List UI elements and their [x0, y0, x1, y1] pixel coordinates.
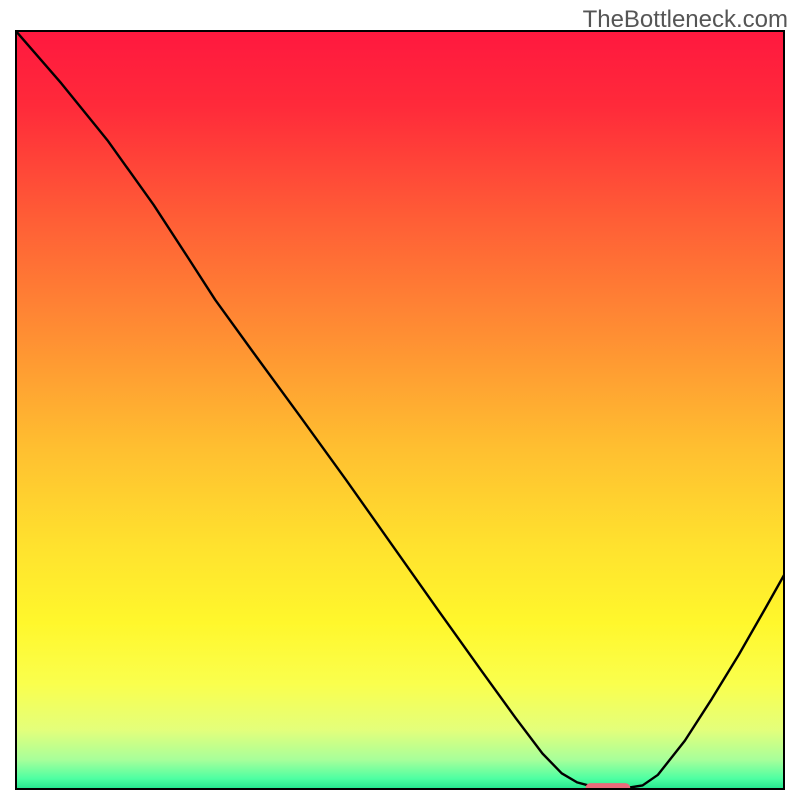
chart-gradient-background [15, 30, 785, 790]
chart-plot-area [15, 30, 785, 790]
chart-inner [15, 30, 785, 790]
watermark-text: TheBottleneck.com [583, 6, 788, 34]
chart-svg [15, 30, 785, 790]
